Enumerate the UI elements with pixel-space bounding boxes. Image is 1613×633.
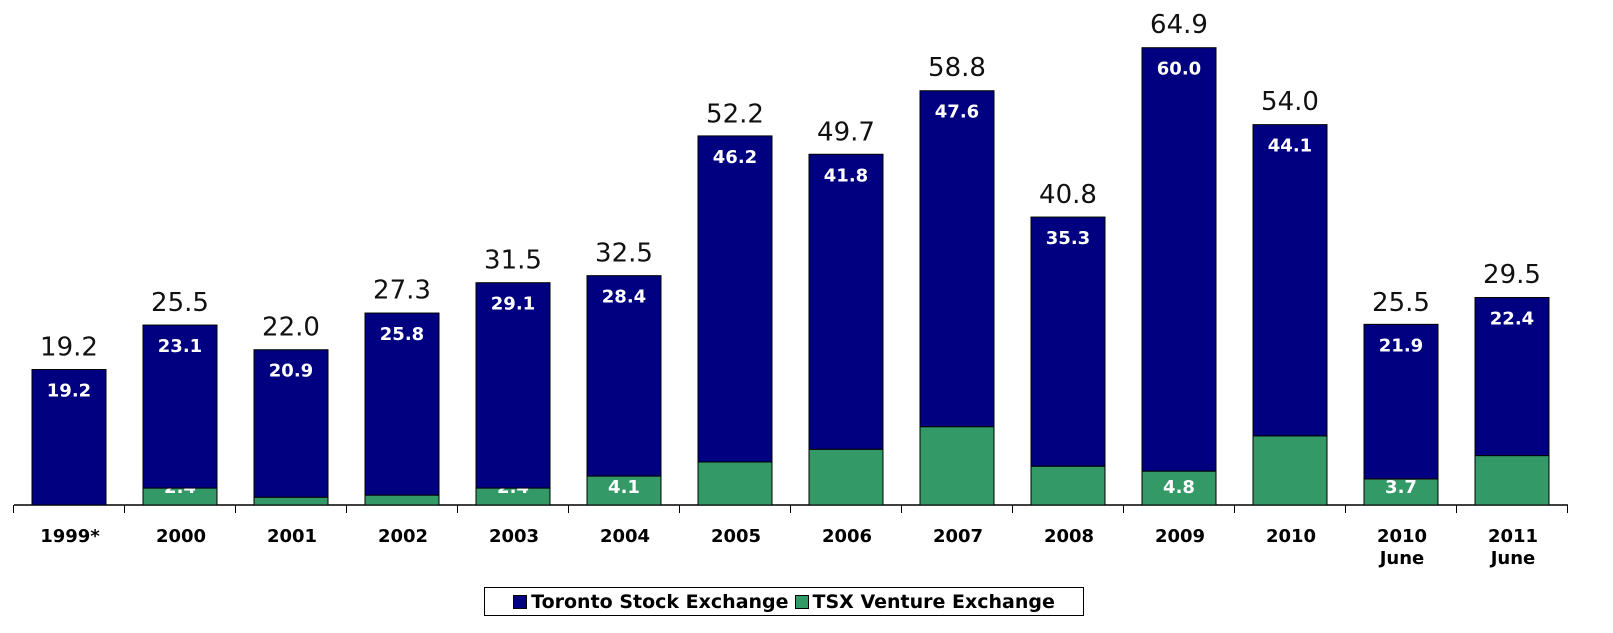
legend-item: Toronto Stock Exchange bbox=[513, 590, 789, 613]
bar-segment bbox=[31, 369, 107, 506]
bar-segment bbox=[697, 135, 773, 463]
total-label: 64.9 bbox=[1150, 10, 1208, 40]
x-tick-label: 1999* bbox=[40, 526, 100, 547]
value-label: 22.4 bbox=[1490, 309, 1534, 330]
legend-label: TSX Venture Exchange bbox=[812, 590, 1055, 613]
value-label: 4.8 bbox=[1163, 477, 1195, 498]
total-label: 49.7 bbox=[817, 117, 875, 147]
x-tick-label: 2010 bbox=[1265, 526, 1317, 547]
legend-label: Toronto Stock Exchange bbox=[531, 590, 789, 613]
bar-segment bbox=[1363, 323, 1439, 480]
bar-segment bbox=[586, 275, 662, 477]
total-label: 25.5 bbox=[151, 288, 209, 318]
bar-segment bbox=[475, 282, 551, 489]
bar-segment bbox=[919, 426, 995, 506]
value-label: 3.7 bbox=[1385, 477, 1417, 498]
bar-segment bbox=[808, 153, 884, 450]
x-tick-label: 2003 bbox=[488, 526, 540, 547]
legend: Toronto Stock Exchange TSX Venture Excha… bbox=[484, 587, 1084, 616]
x-tick-label: 2008 bbox=[1043, 526, 1095, 547]
value-label: 28.4 bbox=[602, 287, 646, 308]
value-label: 21.9 bbox=[1379, 335, 1423, 356]
x-tick-label: 2010 June bbox=[1376, 526, 1428, 569]
bar-segment bbox=[253, 349, 329, 498]
value-label: 60.0 bbox=[1157, 59, 1201, 80]
legend-swatch bbox=[794, 595, 809, 609]
bar-segment bbox=[1252, 435, 1328, 506]
value-label: 4.1 bbox=[608, 477, 640, 498]
total-label: 31.5 bbox=[484, 246, 542, 276]
value-label: 44.1 bbox=[1268, 136, 1312, 157]
x-tick-label: 2002 bbox=[377, 526, 429, 547]
x-tick-label: 2009 bbox=[1154, 526, 1206, 547]
x-tick-label: 2005 bbox=[710, 526, 762, 547]
bar-segment bbox=[586, 475, 662, 506]
bar-segment bbox=[1141, 47, 1217, 472]
bar-segment bbox=[253, 496, 329, 506]
bar-segment bbox=[142, 324, 218, 489]
value-label: 19.2 bbox=[47, 381, 91, 402]
bar-segment bbox=[1030, 465, 1106, 506]
bar-segment bbox=[697, 461, 773, 506]
x-tick-label: 2001 bbox=[266, 526, 318, 547]
total-label: 52.2 bbox=[706, 100, 764, 130]
total-label: 29.5 bbox=[1483, 260, 1541, 290]
total-label: 40.8 bbox=[1039, 180, 1097, 210]
value-label: 20.9 bbox=[269, 361, 313, 382]
total-label: 58.8 bbox=[928, 53, 986, 83]
bar-segment bbox=[808, 448, 884, 506]
x-tick-label: 2007 bbox=[932, 526, 984, 547]
total-label: 25.5 bbox=[1372, 288, 1430, 318]
bar-segment bbox=[364, 312, 440, 496]
legend-item: TSX Venture Exchange bbox=[794, 590, 1055, 613]
value-label: 29.1 bbox=[491, 294, 535, 315]
value-label: 46.2 bbox=[713, 147, 757, 168]
bar-segment bbox=[1474, 297, 1550, 457]
bar-segment bbox=[1252, 124, 1328, 437]
x-tick-label: 2004 bbox=[599, 526, 651, 547]
total-label: 19.2 bbox=[40, 333, 98, 363]
value-label: 47.6 bbox=[935, 102, 979, 123]
bar-segment bbox=[1141, 470, 1217, 506]
value-label: 25.8 bbox=[380, 324, 424, 345]
bar-segment bbox=[919, 90, 995, 428]
total-label: 54.0 bbox=[1261, 87, 1319, 117]
total-label: 32.5 bbox=[595, 239, 653, 269]
legend-swatch bbox=[513, 595, 528, 609]
value-label: 35.3 bbox=[1046, 228, 1090, 249]
bar-segment bbox=[1030, 216, 1106, 467]
x-tick-label: 2006 bbox=[821, 526, 873, 547]
value-label: 23.1 bbox=[158, 336, 202, 357]
x-tick-label: 2011 June bbox=[1487, 526, 1539, 569]
x-tick-label: 2000 bbox=[155, 526, 207, 547]
value-label: 41.8 bbox=[824, 165, 868, 186]
bar-segment bbox=[1474, 455, 1550, 506]
total-label: 27.3 bbox=[373, 275, 431, 305]
total-label: 22.0 bbox=[262, 313, 320, 343]
